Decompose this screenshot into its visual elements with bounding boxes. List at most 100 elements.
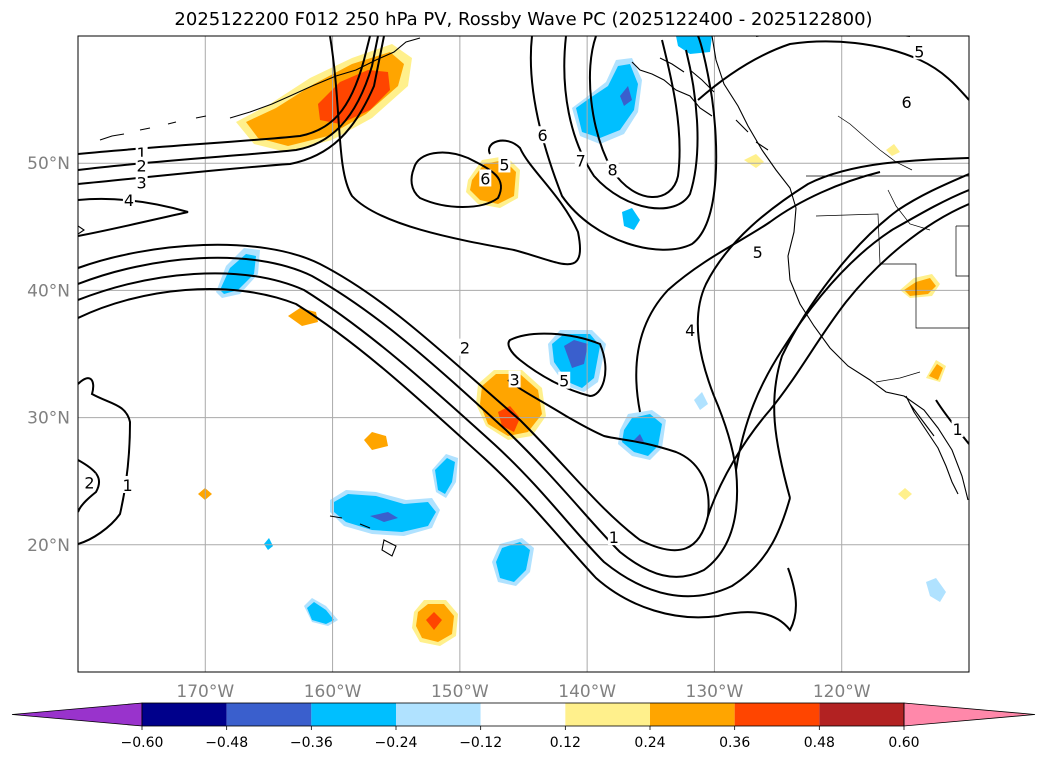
pv-contour-label-bg (536, 126, 549, 144)
pv-contour-label-bg (122, 191, 135, 209)
pv-contour-label-bg (508, 370, 521, 388)
pv-contour-label: 6 (902, 93, 912, 112)
positive-anomaly-gulf-of-alaska (236, 44, 412, 152)
pv-contour-label: 1 (609, 528, 619, 547)
pv-contour-southwest-1 (78, 377, 132, 545)
aleutians (78, 115, 207, 235)
lat-tick-label: 40°N (27, 281, 70, 301)
pv-contour-label: 3 (137, 173, 147, 192)
lon-tick-label: 140°W (558, 682, 616, 702)
lon-tick-label: 150°W (431, 682, 489, 702)
coastlines (78, 36, 969, 557)
pv-contour-label: 2 (137, 157, 147, 176)
colorbar-tick-label: 0.36 (719, 735, 750, 751)
colorbar-tick-labels: −0.60 −0.48 −0.36 −0.24 −0.12 0.12 0.24 0.36 0.4… (121, 726, 920, 751)
pv-contour-label-bg (607, 528, 620, 546)
north-america-coast (711, 36, 969, 501)
pv-contour-label: 2 (84, 473, 94, 492)
pv-contour-label: 1 (123, 476, 133, 495)
pv-contour-label-bg (135, 156, 148, 174)
pv-contour-label: 5 (914, 42, 924, 61)
colorbar-tick-label: −0.12 (459, 735, 502, 751)
pv-contour-4-jet (78, 288, 797, 632)
lon-tick-label: 160°W (304, 682, 362, 702)
colorbar-tick-label: 0.24 (634, 735, 665, 751)
positive-anomaly-small (198, 144, 946, 500)
alaska-panhandle-islands (631, 57, 769, 151)
pv-contour-6-east (697, 40, 969, 101)
colorbar-outline (141, 702, 905, 727)
pv-contour-east-3 (773, 173, 969, 499)
pv-contour-label: 5 (753, 243, 763, 262)
pv-contour-5-east (756, 36, 910, 37)
latitude-tick-labels: 20°N 30°N 40°N 50°N (27, 154, 70, 556)
colorbar-tick-label: −0.36 (290, 735, 333, 751)
pv-contour-label-bg (479, 169, 492, 187)
lon-tick-label: 170°W (176, 682, 234, 702)
colorbar-tick-label: 0.48 (804, 735, 835, 751)
colorbar-extend-low (11, 702, 143, 727)
pv-contour-label: 7 (576, 152, 586, 171)
pv-contour-label: 8 (608, 161, 618, 180)
pv-contour-label: 5 (499, 155, 509, 174)
negative-anomaly-gulf-alaska-coast (572, 36, 712, 230)
pv-contour-label-bg (121, 476, 134, 494)
pv-contour-label: 1 (952, 420, 962, 439)
alaska-peninsula (229, 37, 421, 119)
longitude-tick-labels: 170°W 160°W 150°W 140°W 130°W 120°W (176, 682, 870, 702)
pv-contour-east-4 (696, 157, 969, 397)
colorbar-segment (819, 703, 904, 726)
pv-contour-5-cutoff (507, 332, 607, 398)
pv-contour-3-jet (78, 272, 791, 598)
colorbar-segment (480, 703, 566, 726)
pv-contour-label: 6 (480, 169, 490, 188)
baja-california (905, 395, 959, 495)
pv-contour-label-bg (951, 420, 964, 438)
colorbar-tick-label: 0.60 (888, 735, 919, 751)
positive-anomaly-32n (476, 370, 546, 440)
pv-contour-7-trough (563, 36, 699, 210)
lon-tick-label: 130°W (686, 682, 744, 702)
colorbar-tick-label: −0.48 (205, 735, 248, 751)
political-borders (806, 115, 969, 383)
lon-tick-label: 120°W (813, 682, 871, 702)
pv-contour-label-bg (900, 93, 913, 111)
pv-contour-east-2 (735, 189, 969, 471)
lat-tick-label: 30°N (27, 409, 70, 429)
colorbar-segment (650, 703, 735, 726)
pv-contour-label: 1 (137, 144, 147, 163)
colorbar-segment (142, 703, 227, 726)
colorbar-segment (396, 703, 481, 726)
colorbar-segment (311, 703, 396, 726)
pv-contour-label-bg (458, 338, 471, 356)
colorbar (11, 702, 1036, 727)
pv-contour-8-trough (588, 36, 681, 198)
map-title: 2025122200 F012 250 hPa PV, Rossby Wave … (174, 9, 873, 30)
positive-anomaly-hawaii-south (412, 600, 458, 646)
colorbar-segment (565, 703, 650, 726)
pv-contour-southwest-2 (78, 459, 101, 513)
map-frame (77, 35, 970, 673)
pv-contour-label: 3 (509, 370, 519, 389)
pv-contours (78, 36, 969, 632)
colorbar-tick-label: −0.24 (375, 735, 418, 751)
pv-contour-4-north (78, 197, 189, 237)
pv-contour-label-bg (558, 371, 571, 389)
colorbar-extend-high (903, 702, 1036, 727)
pv-contour-label-bg (135, 173, 148, 191)
pv-contour-label-bg (83, 473, 96, 491)
lat-tick-label: 50°N (27, 154, 70, 174)
colorbar-segment (734, 703, 820, 726)
pv-contour-label-bg (913, 42, 926, 60)
lat-tick-label: 20°N (27, 536, 70, 556)
pv-contour-label: 6 (537, 126, 547, 145)
pv-contour-east-5 (635, 171, 881, 413)
colorbar-tick-label: −0.60 (121, 735, 164, 751)
pv-contour-label: 4 (124, 191, 134, 210)
colorbar-tick-label: 0.12 (550, 735, 581, 751)
pv-contour-label: 5 (559, 372, 569, 391)
pv-contour-east-1 (707, 203, 969, 517)
pv-contour-label-bg (751, 243, 764, 261)
